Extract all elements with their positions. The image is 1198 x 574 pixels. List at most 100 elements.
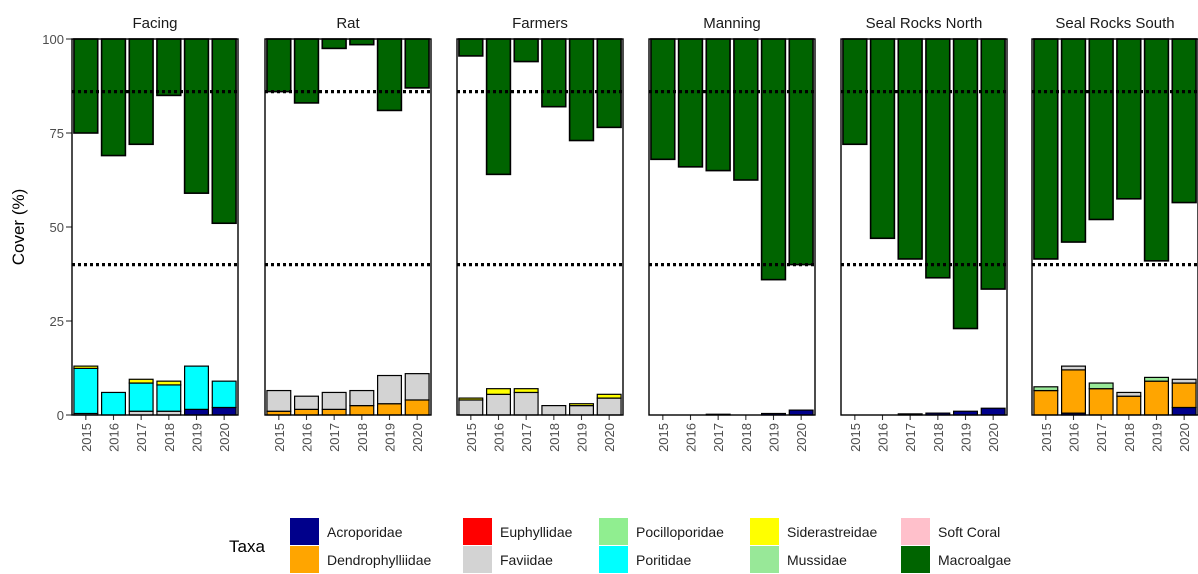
bar-macroalgae bbox=[73, 38, 99, 134]
x-tick-label: 2020 bbox=[794, 423, 809, 452]
x-tick-label: 2019 bbox=[190, 423, 205, 452]
bar-faviidae bbox=[541, 405, 567, 416]
panel-farmers: Farmers 2015 2016 2017 2018 2019 2020 bbox=[456, 15, 624, 452]
bar-faviidae bbox=[321, 391, 347, 410]
panel-title: Manning bbox=[703, 15, 761, 32]
panel-title: Seal Rocks North bbox=[866, 15, 983, 32]
panel-border bbox=[456, 38, 624, 416]
panel-title: Farmers bbox=[512, 15, 568, 32]
bar-dendrophylliidae bbox=[1116, 395, 1142, 416]
bar-macroalgae bbox=[1060, 38, 1087, 243]
chart-panels: 0 25 50 75 100 Facing 2015 2016 2017 2018 2019 2020… bbox=[42, 15, 1198, 452]
bar-macroalgae bbox=[1033, 38, 1059, 260]
bar-poritidae bbox=[73, 367, 99, 415]
x-tick-label: 2016 bbox=[876, 423, 891, 452]
bar-macroalgae bbox=[293, 38, 320, 104]
x-tick-label: 2019 bbox=[959, 423, 974, 452]
x-tick-label: 2019 bbox=[767, 423, 782, 452]
y-tick-label: 75 bbox=[50, 126, 64, 141]
x-tick-label: 2017 bbox=[903, 423, 918, 452]
bar-dendrophylliidae bbox=[377, 403, 402, 416]
x-tick-label: 2017 bbox=[327, 423, 342, 452]
bar-dendrophylliidae bbox=[1144, 380, 1169, 416]
bar-siderastreidae bbox=[596, 393, 622, 399]
x-tick-label: 2016 bbox=[684, 423, 699, 452]
bar-faviidae bbox=[486, 393, 511, 416]
x-tick-label: 2020 bbox=[602, 423, 617, 452]
bar-faviidae bbox=[1061, 365, 1086, 371]
panel-border bbox=[1031, 38, 1198, 416]
x-tick-label: 2015 bbox=[79, 423, 94, 452]
bar-dendrophylliidae bbox=[1033, 389, 1059, 416]
bar-acroporidae bbox=[211, 406, 237, 416]
bar-faviidae bbox=[404, 373, 430, 401]
panel-facing: Facing 2015 2016 2017 2018 2019 2020 bbox=[71, 15, 239, 452]
legend-title: Taxa bbox=[229, 537, 265, 556]
legend-label: Acroporidae bbox=[327, 524, 403, 540]
bar-macroalgae bbox=[897, 38, 923, 260]
bar-macroalgae bbox=[156, 38, 182, 97]
bar-macroalgae bbox=[596, 38, 622, 129]
bar-siderastreidae bbox=[486, 388, 511, 395]
legend-swatch bbox=[599, 518, 628, 545]
bar-macroalgae bbox=[458, 38, 484, 57]
bar-macroalgae bbox=[321, 38, 347, 50]
legend-swatch bbox=[463, 546, 492, 573]
legend: Taxa Acroporidae Dendrophylliidae Euphylli… bbox=[229, 518, 1011, 573]
x-tick-label: 2020 bbox=[410, 423, 425, 452]
bar-dendrophylliidae bbox=[1171, 382, 1197, 409]
legend-swatch bbox=[599, 546, 628, 573]
x-tick-label: 2017 bbox=[519, 423, 534, 452]
panel-rat: Rat 2015 2016 2017 2018 2019 2020 bbox=[264, 15, 432, 452]
bar-dendrophylliidae bbox=[1061, 369, 1086, 414]
legend-label: Soft Coral bbox=[938, 524, 1000, 540]
legend-label: Pocilloporidae bbox=[636, 524, 724, 540]
bar-macroalgae bbox=[760, 38, 787, 281]
x-tick-label: 2020 bbox=[217, 423, 232, 452]
bar-dendrophylliidae bbox=[321, 408, 347, 416]
legend-swatch bbox=[290, 546, 319, 573]
x-tick-label: 2015 bbox=[272, 423, 287, 452]
legend-swatch bbox=[901, 518, 930, 545]
legend-label: Macroalgae bbox=[938, 552, 1011, 568]
bar-mussidae bbox=[1088, 382, 1114, 390]
panel-border bbox=[648, 38, 816, 416]
bar-macroalgae bbox=[788, 38, 814, 266]
bar-macroalgae bbox=[404, 38, 430, 89]
bar-faviidae bbox=[513, 391, 539, 416]
bar-acroporidae bbox=[980, 407, 1006, 416]
bar-poritidae bbox=[156, 384, 182, 412]
legend-label: Faviidae bbox=[500, 552, 553, 568]
bar-faviidae bbox=[1171, 378, 1197, 384]
bar-dendrophylliidae bbox=[1088, 388, 1114, 416]
bar-poritidae bbox=[101, 391, 126, 416]
bar-acroporidae bbox=[184, 408, 209, 416]
bar-faviidae bbox=[377, 374, 402, 405]
x-tick-label: 2020 bbox=[986, 423, 1001, 452]
x-tick-label: 2017 bbox=[134, 423, 149, 452]
y-axis: 0 25 50 75 100 bbox=[42, 32, 72, 423]
x-tick-label: 2018 bbox=[931, 423, 946, 452]
bar-macroalgae bbox=[513, 38, 539, 63]
x-tick-label: 2016 bbox=[1067, 423, 1082, 452]
y-tick-label: 0 bbox=[57, 408, 64, 423]
bar-poritidae bbox=[211, 380, 237, 409]
bar-macroalgae bbox=[1143, 38, 1170, 262]
bar-macroalgae bbox=[705, 38, 731, 172]
panel-border bbox=[840, 38, 1008, 416]
bar-macroalgae bbox=[733, 38, 759, 181]
bar-macroalgae bbox=[485, 38, 512, 176]
x-tick-label: 2015 bbox=[848, 423, 863, 452]
legend-swatch bbox=[901, 546, 930, 573]
bar-macroalgae bbox=[376, 38, 403, 112]
bar-siderastreidae bbox=[569, 403, 594, 407]
bar-faviidae bbox=[266, 389, 292, 412]
bar-dendrophylliidae bbox=[404, 399, 430, 416]
bar-siderastreidae bbox=[128, 378, 154, 384]
x-tick-label: 2015 bbox=[1039, 423, 1054, 452]
x-tick-label: 2020 bbox=[1177, 423, 1192, 452]
panel-title: Rat bbox=[336, 15, 360, 32]
legend-swatch bbox=[750, 518, 779, 545]
bar-siderastreidae bbox=[73, 365, 99, 369]
